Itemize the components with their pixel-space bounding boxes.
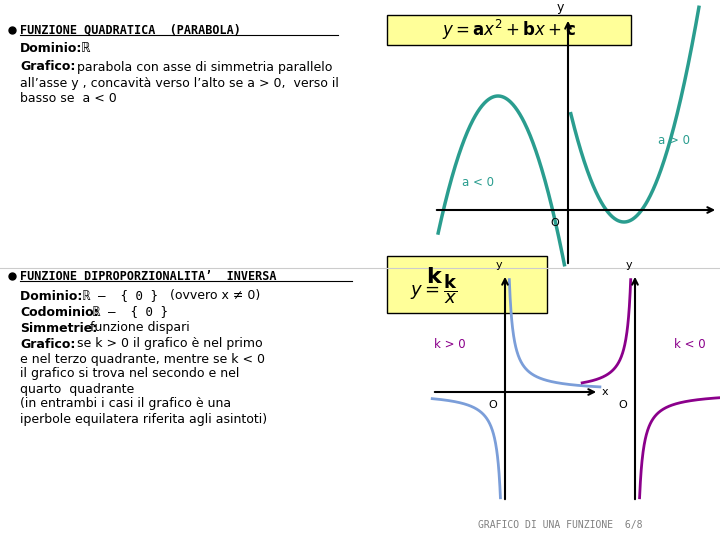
FancyBboxPatch shape: [387, 15, 631, 45]
Text: a > 0: a > 0: [658, 134, 690, 147]
Text: ℝ –  { 0 }: ℝ – { 0 }: [83, 289, 158, 302]
Text: O: O: [618, 400, 627, 410]
Text: Codominio:: Codominio:: [20, 306, 99, 319]
Text: $y = \dfrac{\mathbf{k}}{x}$: $y = \dfrac{\mathbf{k}}{x}$: [410, 272, 457, 306]
Text: ℝ: ℝ: [82, 41, 91, 55]
Text: a < 0: a < 0: [462, 176, 495, 189]
Text: $y = \mathbf{a}x^2 + \mathbf{b}x + \mathbf{c}$: $y = \mathbf{a}x^2 + \mathbf{b}x + \math…: [442, 18, 576, 42]
FancyBboxPatch shape: [387, 256, 547, 313]
Text: k > 0: k > 0: [434, 338, 466, 351]
Text: iperbole equilatera riferita agli asintoti): iperbole equilatera riferita agli asinto…: [20, 413, 267, 426]
Text: il grafico si trova nel secondo e nel: il grafico si trova nel secondo e nel: [20, 368, 239, 381]
Text: y: y: [626, 260, 632, 270]
Text: ℝ –  { 0 }: ℝ – { 0 }: [93, 306, 168, 319]
Text: x: x: [602, 387, 608, 397]
Text: basso se  a < 0: basso se a < 0: [20, 92, 117, 105]
Text: Simmetrie:: Simmetrie:: [20, 321, 97, 334]
Text: (in entrambi i casi il grafico è una: (in entrambi i casi il grafico è una: [20, 397, 231, 410]
Text: Grafico:: Grafico:: [20, 338, 76, 350]
Text: (ovvero x ≠ 0): (ovvero x ≠ 0): [162, 289, 260, 302]
Text: O: O: [488, 400, 497, 410]
Text: FUNZIONE DIPROPORZIONALITA’  INVERSA: FUNZIONE DIPROPORZIONALITA’ INVERSA: [20, 269, 276, 282]
Text: e nel terzo quadrante, mentre se k < 0: e nel terzo quadrante, mentre se k < 0: [20, 353, 265, 366]
Text: y: y: [495, 260, 503, 270]
Text: se k > 0 il grafico è nel primo: se k > 0 il grafico è nel primo: [73, 338, 263, 350]
Text: $\mathbf{k}$: $\mathbf{k}$: [426, 267, 444, 287]
Text: funzione dispari: funzione dispari: [90, 321, 190, 334]
Text: y: y: [557, 1, 564, 14]
Text: k < 0: k < 0: [674, 338, 706, 351]
Text: Grafico:: Grafico:: [20, 60, 76, 73]
Text: parabola con asse di simmetria parallelo: parabola con asse di simmetria parallelo: [73, 60, 333, 73]
Text: Dominio:: Dominio:: [20, 42, 82, 55]
Text: FUNZIONE QUADRATICA  (PARABOLA): FUNZIONE QUADRATICA (PARABOLA): [20, 24, 241, 37]
Text: all’asse y , concavità verso l’alto se a > 0,  verso il: all’asse y , concavità verso l’alto se a…: [20, 77, 339, 90]
Text: Dominio:: Dominio:: [20, 289, 86, 302]
Text: GRAFICO DI UNA FUNZIONE  6/8: GRAFICO DI UNA FUNZIONE 6/8: [478, 520, 642, 530]
Text: quarto  quadrante: quarto quadrante: [20, 382, 134, 395]
Text: O: O: [550, 218, 559, 228]
